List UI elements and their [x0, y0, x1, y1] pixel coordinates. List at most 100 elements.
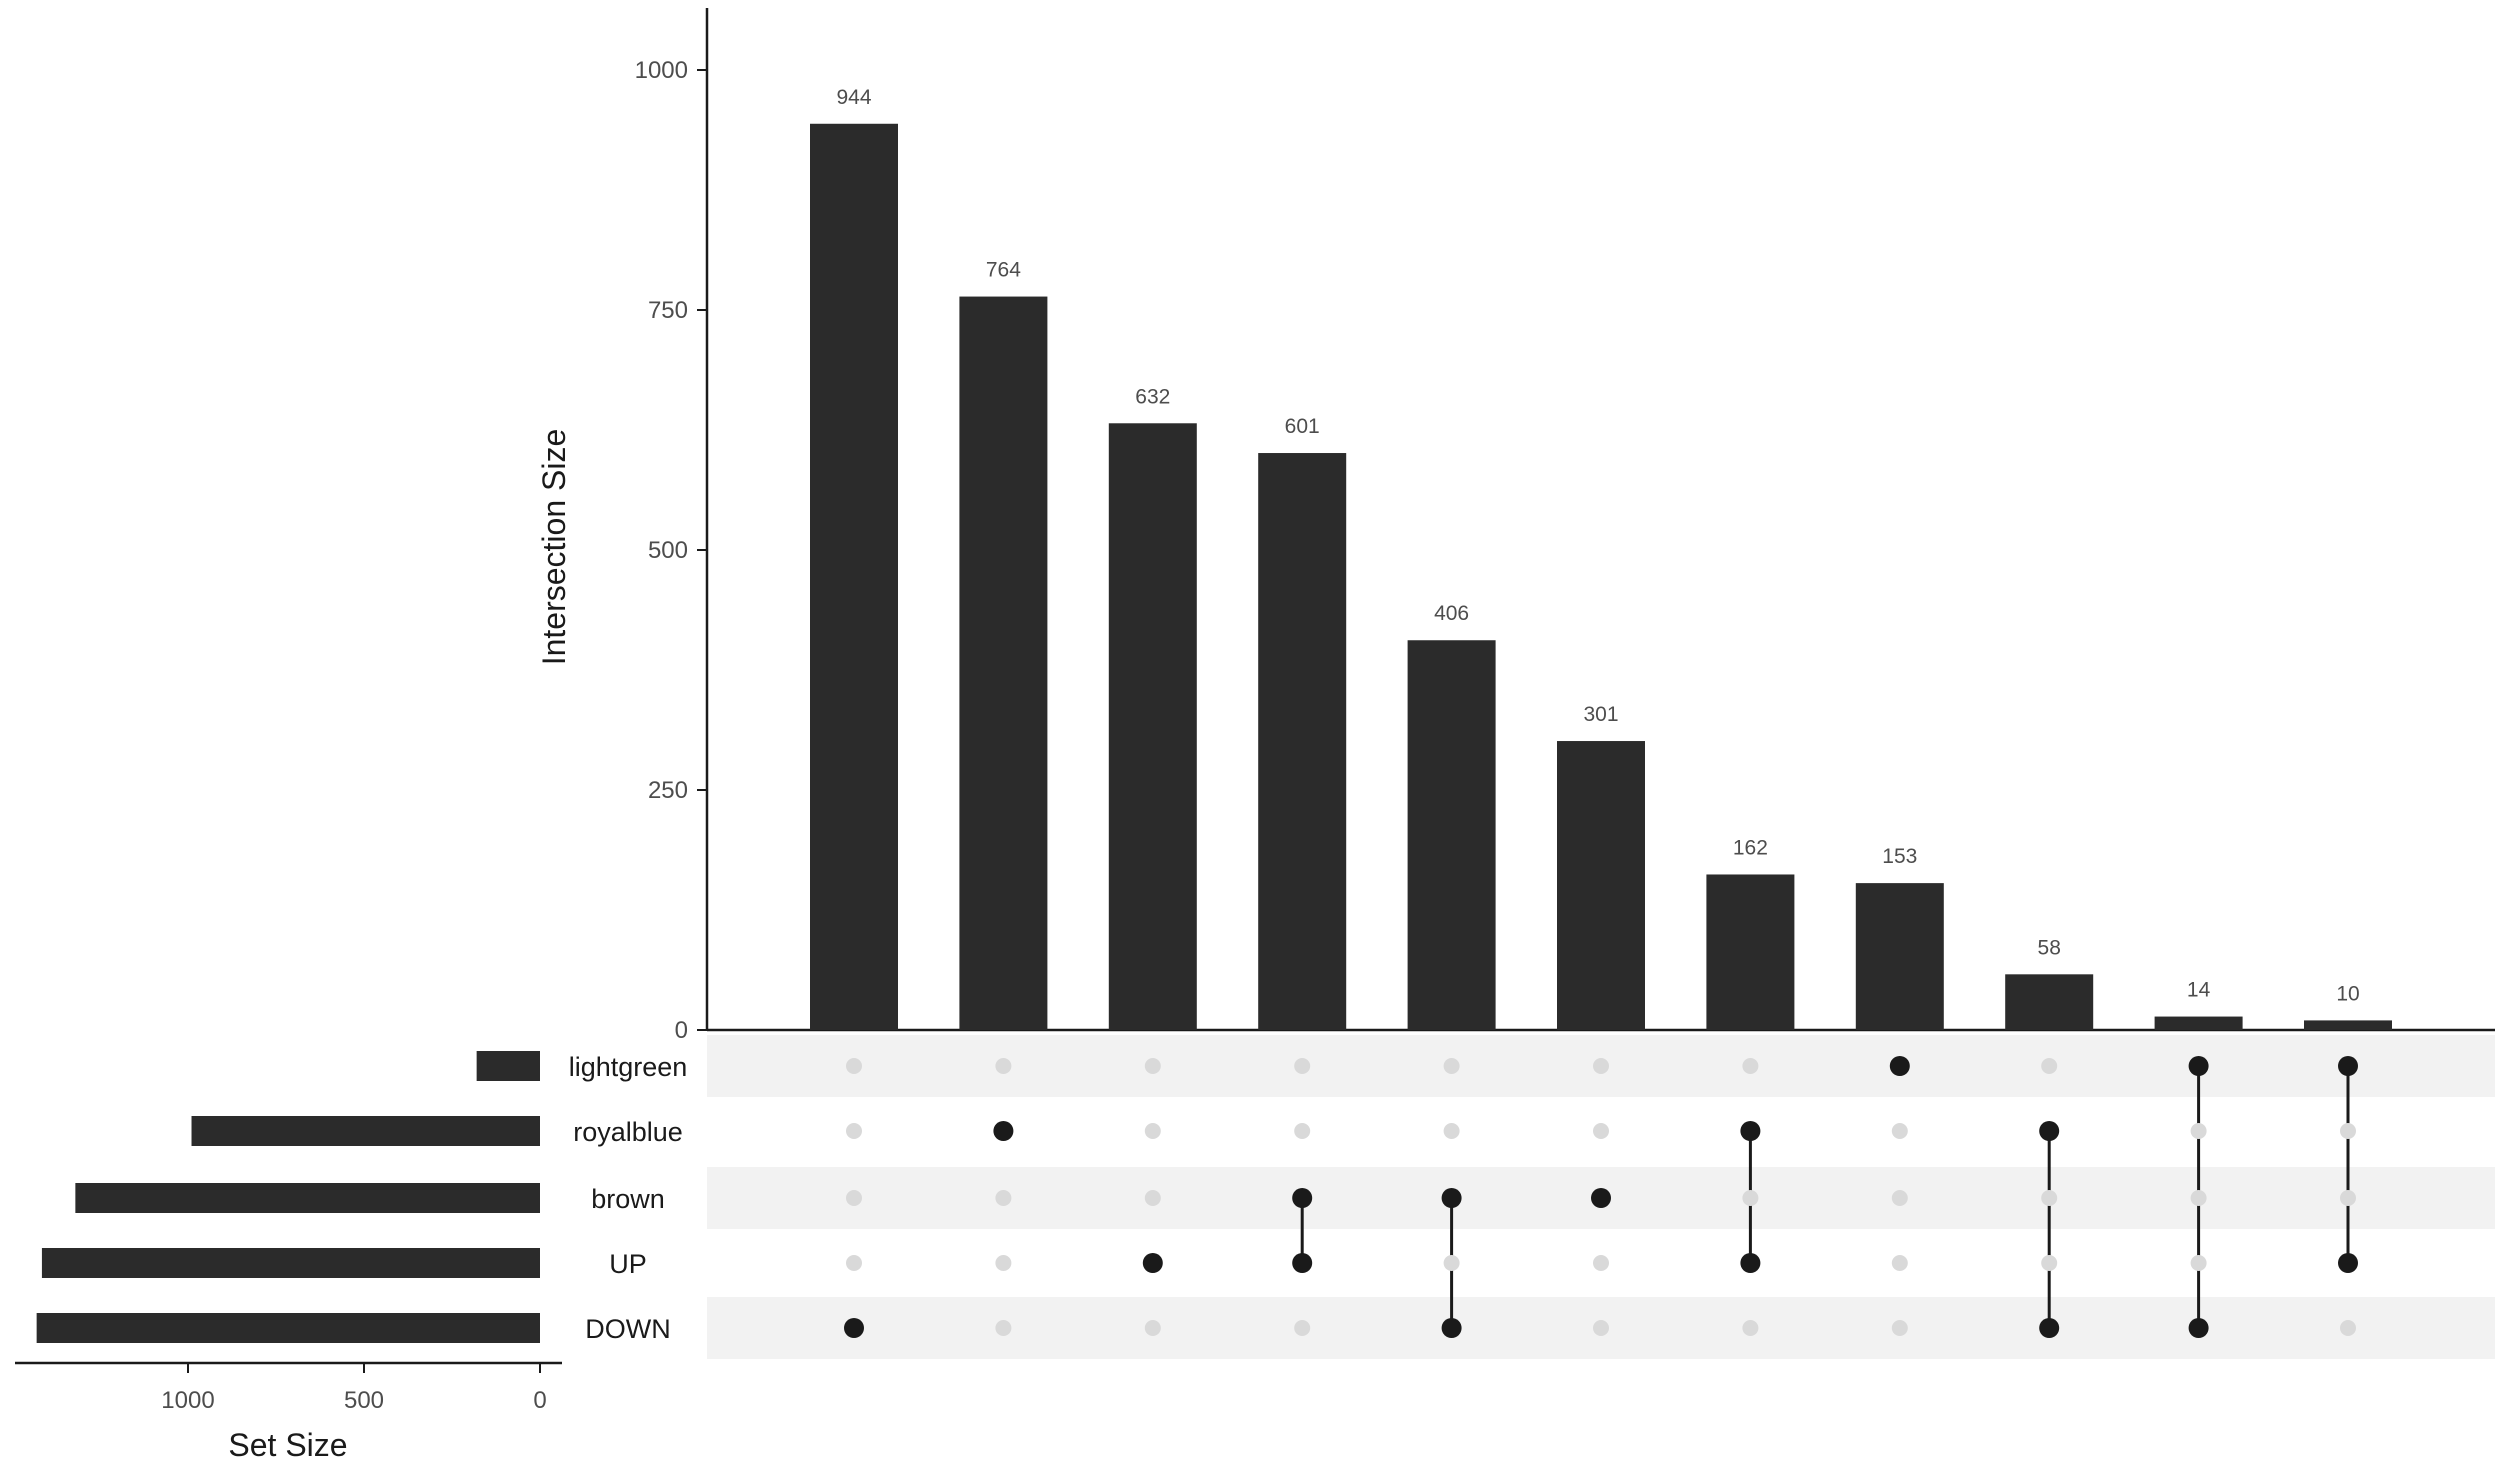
bar-value-label: 153 [1882, 845, 1917, 868]
intersection-bars [810, 123, 2392, 1030]
bar-value-label: 406 [1434, 602, 1469, 625]
matrix-dot-inactive [1443, 1058, 1460, 1074]
set-size-bar [476, 1051, 540, 1081]
bar-value-label: 301 [1583, 703, 1618, 726]
bar-value-labels: 944 764 632 601 406 301 162 153 58 14 10 [836, 86, 2359, 1006]
matrix-dot-active [1441, 1188, 1462, 1208]
matrix-dot-active [1889, 1056, 1910, 1076]
matrix-dot-active [2338, 1253, 2358, 1273]
y-ticks: 0 250 500 750 1000 [635, 57, 707, 1044]
matrix-dot-active [2039, 1121, 2060, 1141]
matrix-dot-active [1292, 1188, 1313, 1208]
bar-value-label: 14 [2187, 979, 2211, 1002]
intersection-bar [1855, 883, 1944, 1030]
bar-value-label: 10 [2336, 982, 2359, 1005]
matrix-dot-inactive [2190, 1123, 2207, 1139]
set-label: brown [591, 1184, 665, 1214]
y-tick-label: 1000 [635, 57, 688, 84]
set-size-tick-label: 1000 [161, 1387, 214, 1414]
matrix-dot-inactive [2340, 1320, 2356, 1336]
intersection-bar [2304, 1020, 2392, 1030]
matrix-dot-active [1740, 1121, 1761, 1141]
intersection-bar [810, 123, 898, 1030]
set-label: UP [609, 1249, 647, 1279]
matrix-dot-inactive [846, 1123, 862, 1139]
intersection-bar [1706, 874, 1795, 1030]
matrix-dot-inactive [1294, 1320, 1311, 1336]
bar-value-label: 58 [2038, 936, 2061, 959]
matrix-dot-inactive [2041, 1255, 2058, 1271]
matrix-dot-inactive [2190, 1255, 2207, 1271]
y-tick-label: 750 [648, 297, 688, 324]
matrix-dot-active [2039, 1318, 2060, 1338]
set-size-bar [75, 1183, 541, 1213]
matrix-dot-inactive [1742, 1320, 1759, 1336]
matrix-dot-active [1142, 1253, 1163, 1273]
matrix-dot-inactive [1742, 1058, 1759, 1074]
matrix-dot-inactive [846, 1255, 862, 1271]
matrix-dot-inactive [995, 1190, 1012, 1206]
set-label: lightgreen [569, 1052, 688, 1082]
set-size-bar [41, 1248, 541, 1278]
matrix-dot-inactive [2041, 1058, 2058, 1074]
intersection-bar [959, 296, 1048, 1030]
intersection-bar [2154, 1016, 2243, 1030]
matrix-dot-inactive [1593, 1123, 1609, 1139]
set-size-axis: 1000 500 0 [15, 1361, 562, 1414]
set-size-bars [36, 1051, 541, 1343]
matrix-dot-inactive [1144, 1190, 1161, 1206]
bar-value-label: 632 [1135, 385, 1170, 408]
y-tick-label: 500 [648, 537, 688, 564]
matrix-dot-inactive [995, 1255, 1012, 1271]
matrix-dot-active [2188, 1056, 2209, 1076]
matrix-dot-active [844, 1318, 864, 1338]
set-size-bar [191, 1116, 540, 1146]
matrix-dot-inactive [1891, 1320, 1908, 1336]
set-labels: lightgreen royalblue brown UP DOWN [569, 1052, 688, 1344]
y-tick-label: 0 [675, 1017, 688, 1044]
matrix-dot-inactive [1593, 1320, 1609, 1336]
intersection-bar [1108, 423, 1197, 1030]
matrix-dot-inactive [1891, 1123, 1908, 1139]
set-size-bar [36, 1313, 540, 1343]
matrix-dot-active [1591, 1188, 1611, 1208]
matrix-dot-inactive [1891, 1255, 1908, 1271]
matrix-dot-inactive [1294, 1058, 1311, 1074]
matrix-dot-inactive [1593, 1058, 1609, 1074]
intersection-bar [1407, 640, 1496, 1030]
matrix-dot-inactive [995, 1058, 1012, 1074]
set-size-tick-label: 0 [533, 1387, 546, 1414]
matrix [844, 1056, 2358, 1338]
matrix-dot-inactive [846, 1190, 862, 1206]
set-label: royalblue [573, 1117, 683, 1147]
bar-value-label: 601 [1285, 415, 1320, 438]
matrix-dot-active [993, 1121, 1014, 1141]
matrix-dot-inactive [1294, 1123, 1311, 1139]
matrix-dot-active [2338, 1056, 2358, 1076]
matrix-dot-inactive [1144, 1320, 1161, 1336]
bar-value-label: 764 [986, 259, 1021, 282]
matrix-dot-inactive [846, 1058, 862, 1074]
matrix-dot-inactive [1144, 1058, 1161, 1074]
matrix-dot-inactive [1891, 1190, 1908, 1206]
intersection-bar [1557, 741, 1645, 1030]
matrix-dot-inactive [1742, 1190, 1759, 1206]
y-tick-label: 250 [648, 777, 688, 804]
matrix-dot-active [1740, 1253, 1761, 1273]
intersection-bar [2005, 974, 2094, 1030]
set-size-tick-label: 500 [344, 1387, 384, 1414]
matrix-dot-inactive [1593, 1255, 1609, 1271]
matrix-dot-inactive [2041, 1190, 2058, 1206]
y-axis-title: Intersection Size [536, 429, 572, 666]
matrix-dot-active [2188, 1318, 2209, 1338]
set-label: DOWN [585, 1314, 670, 1344]
matrix-dot-active [1441, 1318, 1462, 1338]
matrix-dot-inactive [1443, 1255, 1460, 1271]
matrix-dot-inactive [995, 1320, 1012, 1336]
set-size-title: Set Size [228, 1427, 347, 1463]
matrix-dot-active [1292, 1253, 1313, 1273]
matrix-dot-inactive [2340, 1190, 2356, 1206]
bar-value-label: 162 [1733, 836, 1768, 859]
matrix-dot-inactive [1443, 1123, 1460, 1139]
